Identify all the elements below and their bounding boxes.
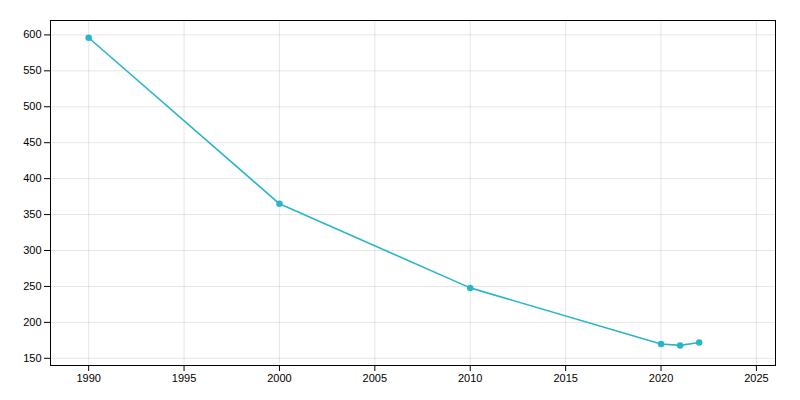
svg-text:1990: 1990 <box>76 372 100 384</box>
svg-text:500: 500 <box>23 100 41 112</box>
svg-text:150: 150 <box>23 352 41 364</box>
svg-text:400: 400 <box>23 172 41 184</box>
svg-text:2020: 2020 <box>649 372 673 384</box>
svg-text:350: 350 <box>23 208 41 220</box>
svg-text:2005: 2005 <box>363 372 387 384</box>
svg-text:1995: 1995 <box>172 372 196 384</box>
svg-text:2010: 2010 <box>458 372 482 384</box>
svg-text:300: 300 <box>23 244 41 256</box>
svg-text:200: 200 <box>23 316 41 328</box>
svg-text:2025: 2025 <box>744 372 768 384</box>
svg-text:550: 550 <box>23 64 41 76</box>
svg-text:2015: 2015 <box>553 372 577 384</box>
svg-text:250: 250 <box>23 280 41 292</box>
svg-text:2000: 2000 <box>267 372 291 384</box>
svg-text:600: 600 <box>23 28 41 40</box>
svg-text:450: 450 <box>23 136 41 148</box>
